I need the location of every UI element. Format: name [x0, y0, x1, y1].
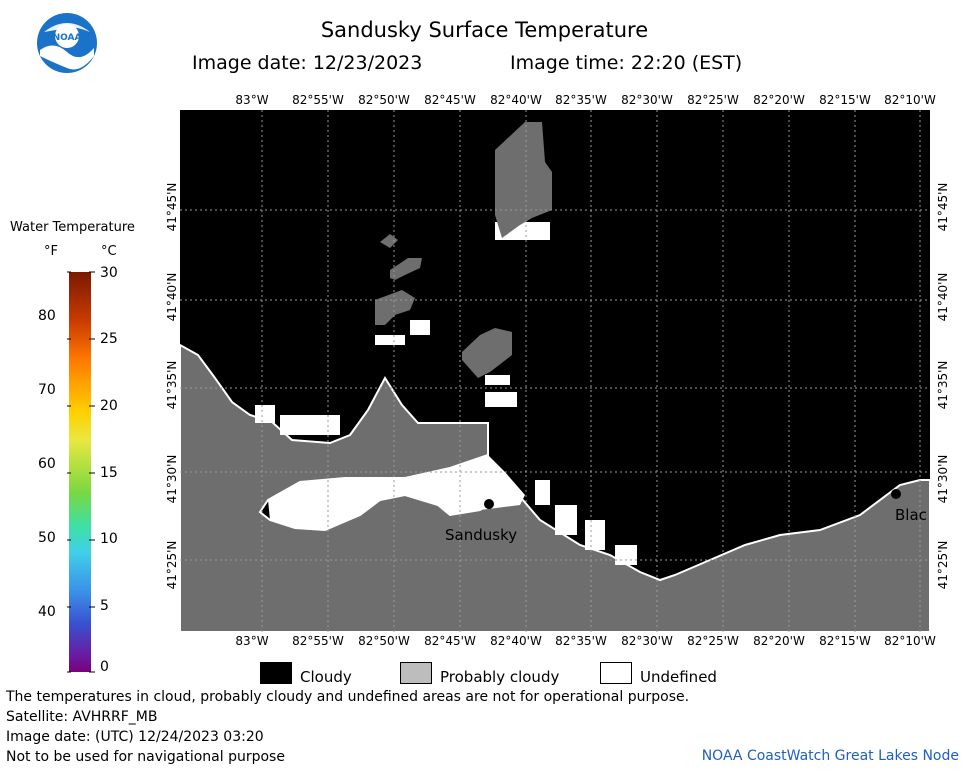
- lon-label-top: 82°25'W: [687, 93, 739, 107]
- lon-label-top: 82°15'W: [819, 93, 871, 107]
- probably-cloudy-patch: [495, 122, 552, 238]
- legend-label-probably-cloudy: Probably cloudy: [440, 668, 560, 686]
- city-label-blac: Blac: [895, 506, 927, 524]
- footer-navigation: Not to be used for navigational purpose: [6, 749, 285, 765]
- lon-label-bottom: 82°45'W: [424, 634, 476, 648]
- undefined-region: [268, 455, 525, 530]
- city-marker-blac: [891, 489, 901, 499]
- undefined-region: [255, 405, 275, 423]
- colorbar-tick-c: 30: [100, 265, 118, 281]
- lon-label-top: 82°35'W: [555, 93, 607, 107]
- image-time: Image time: 22:20 (EST): [510, 52, 743, 74]
- map-area: [180, 110, 930, 632]
- undefined-region: [375, 335, 405, 345]
- colorbar-tick-f: 60: [38, 456, 56, 472]
- colorbar-title: Water Temperature: [10, 220, 135, 235]
- map-title: Sandusky Surface Temperature: [320, 18, 649, 42]
- probably-cloudy-patch: [462, 328, 512, 378]
- lat-label-left: 41°25'N: [165, 540, 179, 590]
- lon-label-bottom: 82°25'W: [687, 634, 739, 648]
- colorbar-unit-c: °C: [101, 244, 117, 259]
- lon-label-bottom: 83°W: [235, 634, 269, 648]
- probably-cloudy-patch: [390, 258, 422, 280]
- footer-utc-date: Image date: (UTC) 12/24/2023 03:20: [6, 729, 264, 745]
- undefined-region: [535, 480, 550, 505]
- footer-credit: NOAA CoastWatch Great Lakes Node: [701, 748, 959, 764]
- city-marker-sandusky: [484, 499, 494, 509]
- lon-label-bottom: 82°55'W: [292, 634, 344, 648]
- colorbar-tick-c: 15: [100, 465, 118, 481]
- lon-label-top: 82°55'W: [292, 93, 344, 107]
- colorbar-tick-f: 40: [38, 604, 56, 620]
- probably-cloudy-patch: [375, 290, 415, 325]
- lon-label-top: 82°40'W: [490, 93, 542, 107]
- undefined-region: [485, 392, 517, 407]
- lon-label-bottom: 82°50'W: [358, 634, 410, 648]
- lon-label-top: 82°20'W: [753, 93, 805, 107]
- lat-label-right: 41°45'N: [936, 182, 950, 232]
- legend-swatch-undefined: [600, 662, 632, 684]
- colorbar-tick-f: 80: [38, 308, 56, 324]
- colorbar-tick-c: 25: [100, 331, 118, 347]
- probably-cloudy-patch: [380, 234, 398, 248]
- lon-label-top: 82°45'W: [424, 93, 476, 107]
- colorbar-tick-c: 5: [100, 598, 109, 614]
- lat-label-left: 41°45'N: [165, 182, 179, 232]
- undefined-region: [585, 520, 605, 550]
- legend-swatch-probably-cloudy: [400, 662, 432, 684]
- footer-satellite: Satellite: AVHRRF_MB: [6, 709, 158, 725]
- colorbar-tick-f: 70: [38, 382, 56, 398]
- lat-label-right: 41°35'N: [936, 360, 950, 410]
- undefined-region: [555, 505, 577, 535]
- footer-note: The temperatures in cloud, probably clou…: [6, 689, 690, 705]
- lon-label-top: 82°10'W: [884, 93, 936, 107]
- colorbar-gradient: [69, 272, 91, 672]
- lon-label-bottom: 82°20'W: [753, 634, 805, 648]
- lon-label-bottom: 82°10'W: [884, 634, 936, 648]
- lat-label-right: 41°40'N: [936, 272, 950, 322]
- legend-label-cloudy: Cloudy: [300, 668, 352, 686]
- city-label-sandusky: Sandusky: [445, 526, 518, 544]
- lon-label-bottom: 82°30'W: [621, 634, 673, 648]
- undefined-region: [485, 375, 510, 385]
- lon-label-top: 82°50'W: [358, 93, 410, 107]
- lon-label-top: 83°W: [235, 93, 269, 107]
- lon-label-bottom: 82°35'W: [555, 634, 607, 648]
- lon-label-top: 82°30'W: [621, 93, 673, 107]
- undefined-region: [280, 415, 340, 435]
- graticule: [180, 110, 930, 632]
- lat-label-left: 41°40'N: [165, 272, 179, 322]
- noaa-logo-text: NOAA: [53, 33, 82, 43]
- undefined-region: [410, 320, 430, 335]
- colorbar-unit-f: °F: [44, 244, 58, 259]
- legend-swatch-cloudy: [260, 662, 292, 684]
- lat-label-right: 41°30'N: [936, 454, 950, 504]
- lon-label-bottom: 82°40'W: [490, 634, 542, 648]
- noaa-logo: NOAA: [37, 13, 97, 73]
- colorbar-tick-c: 20: [100, 398, 118, 414]
- lat-label-left: 41°30'N: [165, 454, 179, 504]
- lat-label-left: 41°35'N: [165, 360, 179, 410]
- colorbar-tick-c: 10: [100, 531, 118, 547]
- legend-label-undefined: Undefined: [640, 668, 717, 686]
- lon-label-bottom: 82°15'W: [819, 634, 871, 648]
- colorbar-ticks: [67, 271, 95, 673]
- colorbar-tick-c: 0: [100, 659, 109, 675]
- undefined-region: [615, 545, 637, 565]
- image-date: Image date: 12/23/2023: [192, 52, 423, 74]
- colorbar-tick-f: 50: [38, 530, 56, 546]
- lat-label-right: 41°25'N: [936, 540, 950, 590]
